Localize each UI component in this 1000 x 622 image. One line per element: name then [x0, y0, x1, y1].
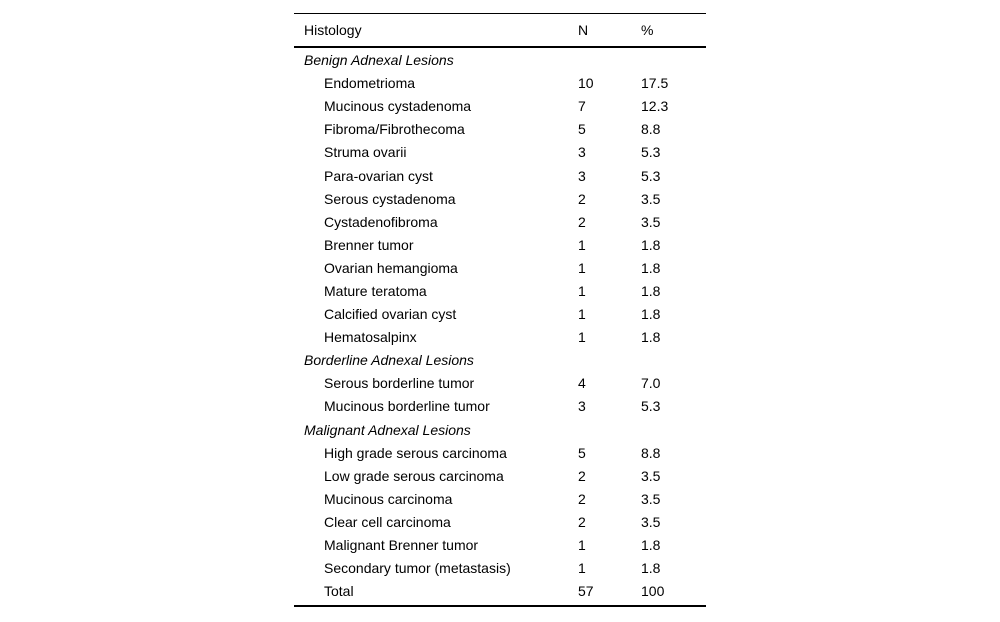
table-row: Hematosalpinx 1 1.8 — [294, 326, 706, 349]
percent-value: 8.8 — [641, 121, 661, 138]
column-header-percent: % — [641, 22, 654, 38]
histology-label: Fibroma/Fibrothecoma — [324, 121, 465, 138]
percent-value: 1.8 — [641, 329, 661, 346]
percent-value: 3.5 — [641, 467, 661, 484]
percent-value: 1.8 — [641, 560, 661, 577]
n-value: 1 — [578, 537, 586, 554]
histology-label: Mucinous borderline tumor — [324, 398, 490, 415]
percent-value: 100 — [641, 583, 665, 600]
histology-label: Mucinous cystadenoma — [324, 98, 472, 115]
percent-value: 1.8 — [641, 259, 661, 276]
table-row: Calcified ovarian cyst 1 1.8 — [294, 303, 706, 326]
histology-label: Struma ovarii — [324, 144, 407, 161]
histology-label: Endometrioma — [324, 75, 416, 92]
percent-value: 5.3 — [641, 144, 661, 161]
table-row: Para-ovarian cyst 3 5.3 — [294, 164, 706, 187]
n-value: 3 — [578, 144, 586, 161]
percent-value: 12.3 — [641, 98, 669, 115]
n-value: 1 — [578, 560, 586, 577]
n-value: 2 — [578, 190, 586, 207]
percent-value: 3.5 — [641, 513, 661, 530]
n-value: 2 — [578, 490, 586, 507]
table-row: High grade serous carcinoma 5 8.8 — [294, 442, 706, 465]
percent-value: 7.0 — [641, 375, 661, 392]
table-row: Borderline Adnexal Lesions — [294, 349, 706, 372]
histology-label: Serous borderline tumor — [324, 375, 475, 392]
histology-label: Low grade serous carcinoma — [324, 467, 504, 484]
table-row: Mucinous carcinoma 2 3.5 — [294, 488, 706, 511]
histology-label: Brenner tumor — [324, 236, 414, 253]
table-row: Mature teratoma 1 1.8 — [294, 280, 706, 303]
histology-label: Ovarian hemangioma — [324, 259, 458, 276]
n-value: 2 — [578, 513, 586, 530]
table-body: Benign Adnexal Lesions Endometrioma 10 17.5… — [294, 48, 706, 608]
percent-value: 5.3 — [641, 398, 661, 415]
n-value: 2 — [578, 213, 586, 230]
histology-label: Malignant Brenner tumor — [324, 537, 479, 554]
n-value: 3 — [578, 167, 586, 184]
n-value: 4 — [578, 375, 586, 392]
percent-value: 5.3 — [641, 167, 661, 184]
percent-value: 3.5 — [641, 213, 661, 230]
histology-label: Para-ovarian cyst — [324, 167, 433, 184]
percent-value: 8.8 — [641, 444, 661, 461]
histology-label: Secondary tumor (metastasis) — [324, 560, 511, 577]
histology-label: High grade serous carcinoma — [324, 444, 507, 461]
table-row: Low grade serous carcinoma 2 3.5 — [294, 465, 706, 488]
table-header-row: Histology N % — [294, 14, 706, 48]
table-row: Endometrioma 10 17.5 — [294, 72, 706, 95]
table-row: Mucinous borderline tumor 3 5.3 — [294, 395, 706, 418]
histology-label: Benign Adnexal Lesions — [304, 52, 454, 69]
n-value: 1 — [578, 259, 586, 276]
histology-label: Cystadenofibroma — [324, 213, 438, 230]
histology-label: Hematosalpinx — [324, 329, 417, 346]
column-header-n: N — [578, 22, 589, 38]
n-value: 10 — [578, 75, 594, 92]
table-row: Brenner tumor 1 1.8 — [294, 234, 706, 257]
table-row: Cystadenofibroma 2 3.5 — [294, 211, 706, 234]
table-row: Total 57 100 — [294, 580, 706, 603]
n-value: 5 — [578, 121, 586, 138]
n-value: 1 — [578, 329, 586, 346]
table-row: Struma ovarii 3 5.3 — [294, 141, 706, 164]
table-row: Mucinous cystadenoma 7 12.3 — [294, 95, 706, 118]
table-row: Ovarian hemangioma 1 1.8 — [294, 257, 706, 280]
percent-value: 17.5 — [641, 75, 669, 92]
column-header-histology: Histology — [304, 22, 362, 38]
n-value: 5 — [578, 444, 586, 461]
table-row: Malignant Adnexal Lesions — [294, 419, 706, 442]
table-row: Clear cell carcinoma 2 3.5 — [294, 511, 706, 534]
histology-label: Clear cell carcinoma — [324, 513, 451, 530]
table-row: Serous borderline tumor 4 7.0 — [294, 372, 706, 395]
percent-value: 1.8 — [641, 306, 661, 323]
percent-value: 1.8 — [641, 282, 661, 299]
histology-label: Mucinous carcinoma — [324, 490, 453, 507]
table-row: Serous cystadenoma 2 3.5 — [294, 188, 706, 211]
histology-label: Serous cystadenoma — [324, 190, 456, 207]
histology-table: Histology N % Benign Adnexal Lesions Endo… — [294, 13, 706, 608]
table-row: Benign Adnexal Lesions — [294, 49, 706, 72]
n-value: 1 — [578, 236, 586, 253]
table-row: Fibroma/Fibrothecoma 5 8.8 — [294, 118, 706, 141]
histology-label: Calcified ovarian cyst — [324, 306, 457, 323]
n-value: 2 — [578, 467, 586, 484]
histology-label: Borderline Adnexal Lesions — [304, 352, 474, 369]
n-value: 1 — [578, 282, 586, 299]
histology-label: Total — [324, 583, 354, 600]
n-value: 7 — [578, 98, 586, 115]
n-value: 3 — [578, 398, 586, 415]
histology-label: Malignant Adnexal Lesions — [304, 421, 471, 438]
n-value: 57 — [578, 583, 594, 600]
percent-value: 1.8 — [641, 236, 661, 253]
percent-value: 3.5 — [641, 490, 661, 507]
n-value: 1 — [578, 306, 586, 323]
table-row: Secondary tumor (metastasis) 1 1.8 — [294, 557, 706, 580]
table-row: Malignant Brenner tumor 1 1.8 — [294, 534, 706, 557]
histology-label: Mature teratoma — [324, 282, 427, 299]
percent-value: 3.5 — [641, 190, 661, 207]
percent-value: 1.8 — [641, 537, 661, 554]
